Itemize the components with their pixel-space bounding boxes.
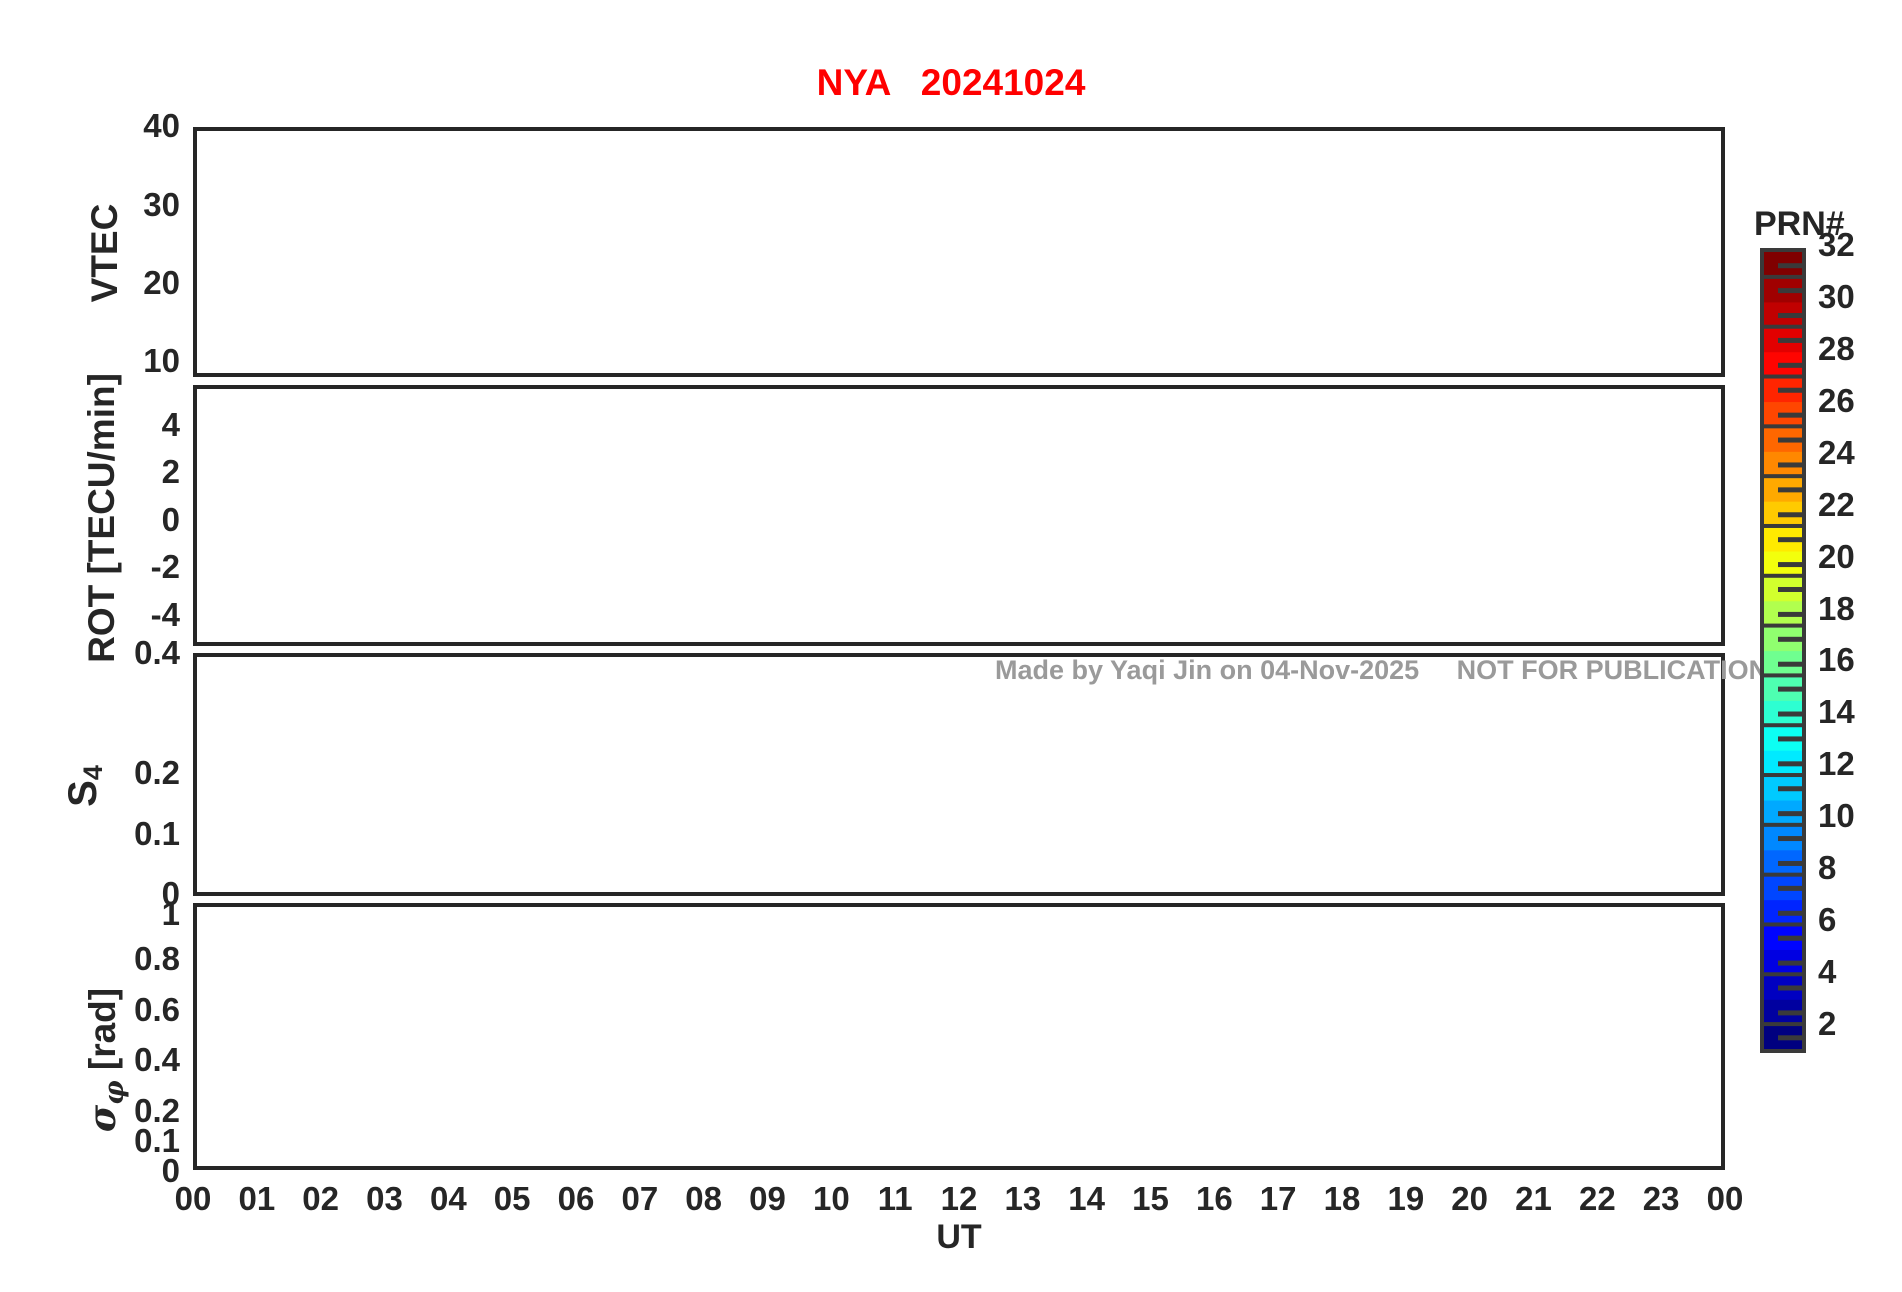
colorbar-tick-4: 4	[1818, 953, 1837, 991]
colorbar-tick-14: 14	[1818, 693, 1855, 731]
x-tick-15-15: 15	[1132, 1180, 1169, 1217]
x-tick-22-22: 22	[1578, 1180, 1616, 1217]
sigma-ytick-5: 0.1	[134, 1122, 180, 1159]
x-tick-18-18: 18	[1323, 1180, 1361, 1217]
rot-ytick-1: 2	[161, 453, 180, 490]
sigma-ytick-1: 0.8	[134, 940, 180, 977]
vtec-ytick-0: 40	[143, 107, 180, 144]
sigma-ytick-6: 0	[161, 1152, 180, 1189]
x-tick-01-1: 01	[238, 1180, 276, 1217]
x-tick-03-3: 03	[366, 1180, 403, 1217]
colorbar-title: PRN#	[1754, 205, 1845, 243]
x-axis-label: UT	[936, 1218, 982, 1256]
colorbar-tick-20: 20	[1818, 537, 1855, 575]
panel-sigma-phi	[193, 903, 1725, 1170]
x-tick-08-8: 08	[685, 1180, 723, 1217]
x-tick-11-11: 11	[877, 1180, 913, 1217]
x-tick-13-13: 13	[1004, 1180, 1042, 1217]
x-tick-16-16: 16	[1195, 1180, 1233, 1217]
x-tick-23-23: 23	[1642, 1180, 1680, 1217]
colorbar-tick-10: 10	[1818, 797, 1855, 835]
s4-ytick-3: 0	[161, 875, 180, 912]
x-tick-00-0: 00	[174, 1180, 212, 1217]
colorbar-box	[1760, 248, 1806, 1053]
watermark-text: Made by Yaqi Jin on 04-Nov-2025 NOT FOR …	[995, 655, 1769, 685]
colorbar-tick-12: 12	[1818, 745, 1855, 783]
s4-ytick-2: 0.1	[134, 815, 180, 852]
colorbar-tick-24: 24	[1818, 433, 1855, 471]
colorbar-tick-28: 28	[1818, 329, 1855, 367]
x-tick-19-19: 19	[1387, 1180, 1425, 1217]
x-tick-07-7: 07	[621, 1180, 659, 1217]
x-tick-21-21: 21	[1515, 1180, 1552, 1217]
colorbar-tick-22: 22	[1818, 485, 1855, 523]
sigma-ytick-0: 1	[161, 895, 180, 932]
rot-ytick-4: -4	[150, 596, 180, 633]
colorbar-tick-18: 18	[1818, 589, 1855, 627]
x-tick-04-4: 04	[429, 1180, 467, 1217]
s4-ytick-1: 0.2	[134, 754, 180, 791]
colorbar-tick-32: 32	[1818, 226, 1855, 263]
colorbar-tick-30: 30	[1818, 277, 1855, 315]
s4-ytick-0: 0.4	[134, 634, 180, 671]
sigma-ytick-4: 0.2	[134, 1092, 180, 1129]
vtec-ytick-2: 20	[143, 264, 180, 301]
x-tick-02-2: 02	[302, 1180, 340, 1217]
vtec-ytick-3: 10	[143, 342, 180, 379]
x-tick-20-20: 20	[1451, 1180, 1489, 1217]
x-tick-05-5: 05	[493, 1180, 531, 1217]
x-tick-10-10: 10	[812, 1180, 850, 1217]
rot-ytick-0: 4	[161, 406, 180, 443]
vtec-frame	[193, 127, 1725, 377]
rot-ytick-2: 0	[161, 501, 180, 538]
s4-frame	[193, 653, 1725, 896]
colorbar-tick-16: 16	[1818, 641, 1855, 679]
x-tick-17-17: 17	[1259, 1180, 1297, 1217]
colorbar-tick-26: 26	[1818, 381, 1855, 419]
x-tick-06-6: 06	[557, 1180, 595, 1217]
sigma-ytick-3: 0.4	[134, 1041, 180, 1078]
x-tick-00-24: 00	[1706, 1180, 1744, 1217]
colorbar-tick-2: 2	[1818, 1005, 1837, 1043]
x-tick-12-12: 12	[940, 1180, 978, 1217]
x-tick-09-9: 09	[749, 1180, 786, 1217]
rot-ytick-3: -2	[150, 548, 180, 585]
colorbar-tick-8: 8	[1818, 849, 1837, 887]
sigma-ytick-2: 0.6	[134, 991, 180, 1028]
colorbar-tick-6: 6	[1818, 901, 1837, 939]
rot-frame	[193, 385, 1725, 646]
x-tick-14-14: 14	[1068, 1180, 1106, 1217]
panel-s4	[193, 653, 1725, 896]
vtec-ytick-1: 30	[143, 186, 180, 223]
panel-vtec	[193, 127, 1725, 377]
figure-title: NYA 20241024	[816, 62, 1086, 103]
sigma-phi-frame	[193, 903, 1725, 1170]
colorbar-gradient	[1764, 252, 1802, 1050]
panel-rot	[193, 385, 1725, 646]
